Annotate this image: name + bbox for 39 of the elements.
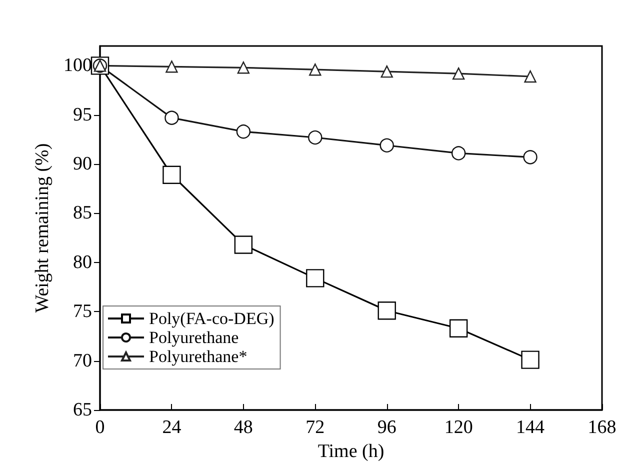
point: [523, 150, 538, 164]
point: [166, 60, 178, 73]
point: [236, 124, 251, 139]
y-tick-label: 80: [73, 252, 92, 273]
point: [378, 302, 396, 320]
x-tick-label: 168: [588, 417, 616, 438]
x-tick-label: 120: [444, 417, 473, 438]
y-axis-title: Weight remaining (%): [32, 143, 53, 313]
point: [524, 70, 536, 83]
y-tick-label: 70: [73, 350, 92, 372]
point: [164, 110, 179, 125]
point: [306, 269, 324, 288]
point: [452, 67, 465, 80]
point: [380, 65, 393, 78]
x-tick-label: 96: [377, 417, 396, 438]
point: [237, 62, 250, 74]
y-tick-label: 90: [73, 154, 92, 175]
point: [449, 319, 468, 338]
x-axis-title: Time (h): [318, 441, 384, 462]
point: [162, 166, 181, 184]
x-tick-label: 24: [162, 417, 182, 438]
point: [521, 350, 540, 369]
x-tick-label: 0: [95, 417, 105, 438]
y-tick-label: 65: [73, 400, 92, 420]
point: [380, 138, 394, 152]
legend-label: Polyurethane*: [149, 347, 248, 366]
legend-label: Poly(FA-co-DEG): [149, 309, 274, 328]
x-tick-label: 72: [306, 417, 325, 438]
x-tick-label: 48: [234, 417, 253, 438]
point: [309, 64, 322, 76]
x-tick-label: 144: [516, 417, 546, 438]
y-tick-label: 75: [73, 301, 92, 322]
point: [308, 130, 322, 145]
y-tick-label: 95: [73, 104, 92, 126]
y-tick-label: 85: [73, 202, 92, 224]
y-tick-label: 100: [64, 55, 92, 76]
point: [451, 146, 466, 160]
point: [234, 236, 253, 254]
legend-label: Polyurethane: [149, 328, 239, 347]
